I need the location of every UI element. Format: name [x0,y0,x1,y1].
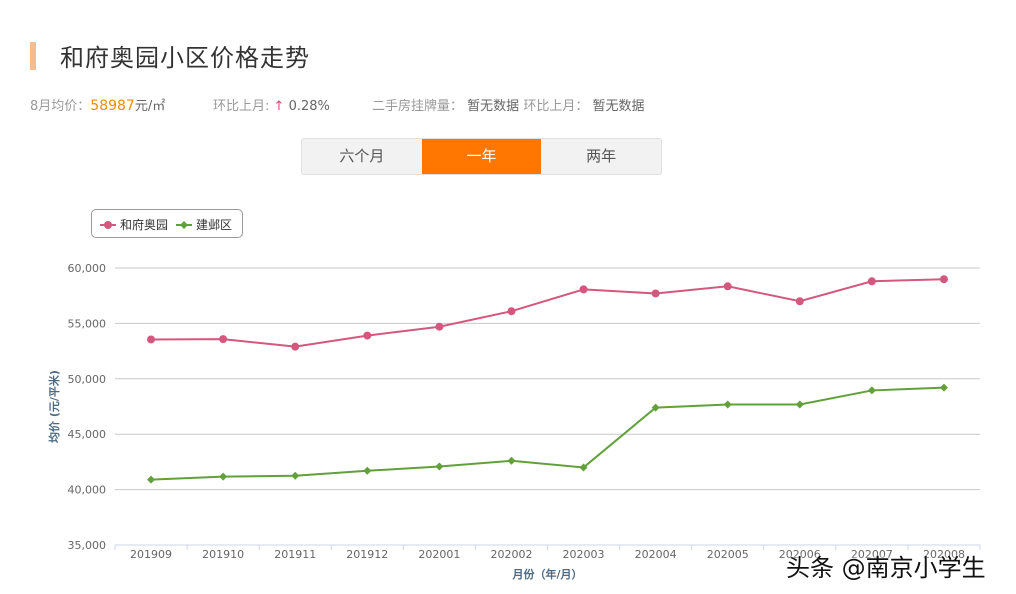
series-line [151,278,944,348]
x-tick-label: 201911 [274,548,316,561]
x-tick-label: 202007 [851,548,893,561]
y-tick-label: 40,000 [68,484,107,497]
data-point[interactable] [291,342,300,351]
data-point[interactable] [867,386,876,395]
data-point[interactable] [723,400,732,409]
listing-stat: 二手房挂牌量： 暂无数据 环比上月： 暂无数据 [372,95,644,114]
avg-price-value: 58987 [90,98,135,114]
tab-two-years[interactable]: 两年 [586,147,617,165]
mom-stat: 环比上月: ↑ 0.28% [213,95,330,114]
x-tick-label: 202003 [563,548,605,561]
page-title: 和府奥园小区价格走势 [60,44,310,72]
data-point[interactable] [147,475,156,484]
y-tick-label: 50,000 [68,373,107,386]
x-axis-title: 月份（年/月） [511,567,582,581]
x-tick-label: 202004 [635,548,677,561]
y-axis-title: 均价 (元/平米) [47,370,61,443]
series-line [151,386,944,481]
data-point[interactable] [219,472,228,481]
data-point[interactable] [579,285,588,294]
x-tick-label: 202001 [418,548,460,561]
listing-label: 二手房挂牌量： [372,99,464,114]
avg-price-unit: 元/㎡ [134,99,166,114]
data-point[interactable] [867,277,876,286]
data-point[interactable] [291,471,300,480]
data-point[interactable] [363,331,372,340]
y-tick-label: 35,000 [68,539,107,552]
data-point[interactable] [219,335,228,344]
legend-item-jianye[interactable]: 建邺区 [176,216,232,233]
diamond-marker-icon [176,220,192,229]
data-point[interactable] [579,463,588,472]
listing-value: 暂无数据 [467,99,520,114]
x-tick-label: 202002 [490,548,532,561]
avg-price-label: 8月均价： [30,99,91,114]
data-point[interactable] [435,462,444,471]
x-tick-label: 201912 [346,548,388,561]
data-point[interactable] [795,400,804,409]
data-point[interactable] [651,289,660,298]
period-tabs: 六个月 一年 两年 [301,138,662,175]
legend-label: 建邺区 [196,218,233,232]
listing-mom-label: 环比上月： [523,99,589,114]
tab-six-months[interactable]: 六个月 [339,147,385,165]
y-tick-label: 55,000 [68,317,107,330]
watermark: 头条 @南京小学生 [786,554,986,582]
data-point[interactable] [435,322,444,331]
y-tick-label: 45,000 [68,428,107,441]
y-tick-label: 60,000 [68,262,107,275]
x-tick-label: 202006 [779,548,821,561]
data-point[interactable] [795,297,804,306]
x-tick-label: 202008 [923,548,965,561]
mom-value: 0.28% [288,99,330,114]
chart-legend: 和府奥园 建邺区 [91,209,243,238]
data-point[interactable] [363,466,372,475]
data-point[interactable] [939,383,948,392]
legend-item-hefu[interactable]: 和府奥园 [100,216,168,233]
x-tick-label: 202005 [707,548,749,561]
data-point[interactable] [723,282,732,291]
circle-marker-icon [100,220,116,229]
arrow-up-icon: ↑ [273,99,285,114]
avg-price-stat: 8月均价：58987元/㎡ [30,95,165,114]
data-point[interactable] [507,456,516,465]
data-point[interactable] [651,403,660,412]
data-point[interactable] [507,307,516,316]
title-accent-bar [30,42,36,70]
listing-mom-value: 暂无数据 [592,99,645,114]
legend-label: 和府奥园 [120,218,169,232]
tab-one-year[interactable]: 一年 [421,139,542,174]
x-tick-label: 201909 [130,548,172,561]
x-tick-label: 201910 [202,548,244,561]
data-point[interactable] [939,275,948,284]
data-point[interactable] [147,335,156,344]
mom-label: 环比上月: [213,99,270,114]
